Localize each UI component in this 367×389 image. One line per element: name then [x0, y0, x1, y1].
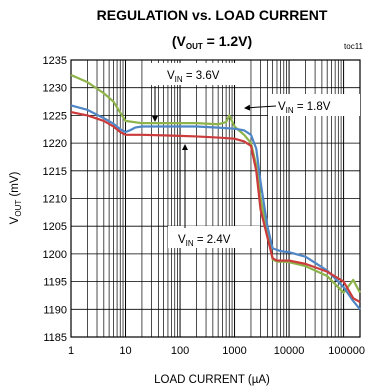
y-tick-label: 1185	[43, 332, 67, 344]
x-tick-label: 1000	[222, 345, 246, 357]
annotation-vin-2-4: VIN = 2.4V	[168, 144, 260, 248]
series-line-0	[70, 73, 361, 294]
title-suffix: = 1.2V)	[203, 33, 252, 49]
y-tick-label: 1205	[43, 221, 67, 233]
x-tick-label: 100000	[328, 345, 365, 357]
series-line-2	[70, 111, 361, 304]
title-prefix: (V	[172, 33, 187, 49]
annotation-2-4-text: VIN = 2.4V	[178, 234, 231, 248]
x-tick-labels: 1 10 100 1000 10000 100000	[68, 345, 365, 357]
x-axis-label: LOAD CURRENT (µA)	[154, 374, 270, 386]
y-tick-label: 1190	[43, 304, 67, 316]
annotation-1-8-arrow	[244, 104, 277, 111]
annotation-1-8-text: VIN = 1.8V	[278, 101, 331, 115]
x-tick-label: 100	[171, 345, 189, 357]
series-lines	[70, 73, 361, 310]
x-tick-label: 10	[119, 345, 131, 357]
y-tick-label: 1220	[43, 138, 67, 150]
title-sub: OUT	[186, 42, 203, 51]
annotation-1-8-box	[268, 94, 360, 116]
annotation-vin-3-6: VIN = 3.6V	[148, 63, 248, 122]
annotation-vin-1-8: VIN = 1.8V	[244, 94, 360, 116]
x-tick-label: 1	[68, 345, 74, 357]
y-tick-label: 1215	[43, 166, 67, 178]
annotation-3-6-box	[148, 63, 248, 85]
chart-title-line1: REGULATION vs. LOAD CURRENT	[97, 7, 328, 23]
y-tick-label: 1235	[43, 55, 67, 67]
y-tick-label: 1230	[43, 83, 67, 95]
y-tick-label: 1195	[43, 277, 67, 289]
plot-frame	[70, 59, 361, 338]
chart-title-line2: (VOUT = 1.2V)	[172, 33, 252, 51]
y-tick-label: 1210	[43, 194, 67, 206]
annotation-2-4-box	[168, 226, 260, 248]
y-tick-label: 1200	[43, 249, 67, 261]
figure-id: toc11	[344, 42, 364, 51]
y-tick-label: 1225	[43, 110, 67, 122]
y-axis-label: VOUT (mV)	[9, 171, 23, 224]
series-line-1	[70, 104, 361, 310]
annotation-3-6-text: VIN = 3.6V	[167, 70, 220, 84]
x-tick-label: 10000	[274, 345, 305, 357]
y-tick-labels: 1185 1190 1195 1200 1205 1210 1215 1220 1225 1230…	[43, 55, 67, 344]
